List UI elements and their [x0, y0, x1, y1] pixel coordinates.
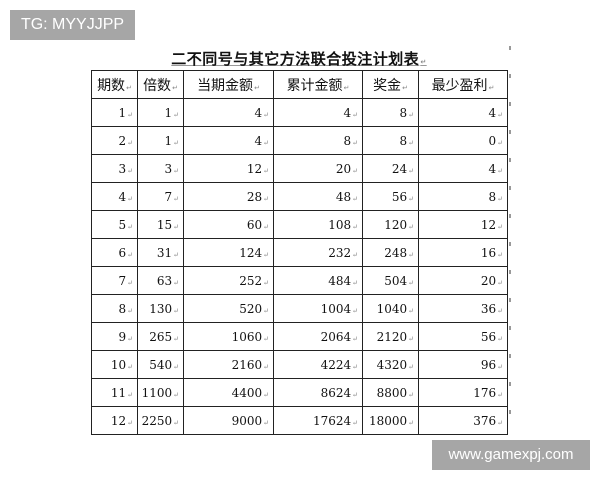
table-cell: 4 [183, 98, 274, 127]
table-cell: 8 [362, 126, 419, 155]
table-cell: 56 [362, 182, 419, 211]
table-row: 1054021604224432096 [91, 350, 508, 379]
tg-label: TG: MYYJJPP [10, 10, 135, 40]
table-row: 12225090001762418000376 [91, 406, 508, 435]
table-cell: 36 [418, 294, 508, 323]
table-cell: 4400 [183, 378, 274, 407]
table-cell: 7 [91, 266, 138, 295]
table-row: 214880 [91, 126, 508, 155]
table-row: 472848568 [91, 182, 508, 211]
table-cell: 124 [183, 238, 274, 267]
table-cell: 130 [137, 294, 184, 323]
table-cell: 4 [91, 182, 138, 211]
table-cell: 5 [91, 210, 138, 239]
table-cell: 2120 [362, 322, 419, 351]
table-cell: 4 [273, 98, 363, 127]
column-header: 最少盈利 [418, 70, 508, 99]
table-cell: 12 [91, 406, 138, 435]
document-title: 二不同号与其它方法联合投注计划表 [91, 48, 507, 69]
table-cell: 376 [418, 406, 508, 435]
table-cell: 8 [91, 294, 138, 323]
margin-marks [509, 46, 513, 438]
table-cell: 3 [137, 154, 184, 183]
table-cell: 1 [137, 98, 184, 127]
table-cell: 56 [418, 322, 508, 351]
table-cell: 120 [362, 210, 419, 239]
table-cell: 520 [183, 294, 274, 323]
table-cell: 8624 [273, 378, 363, 407]
table-header-row: 期数倍数当期金额累计金额奖金最少盈利 [91, 70, 508, 99]
table-cell: 1040 [362, 294, 419, 323]
table-cell: 18000 [362, 406, 419, 435]
table-cell: 4 [183, 126, 274, 155]
table-cell: 17624 [273, 406, 363, 435]
table-cell: 20 [418, 266, 508, 295]
table-cell: 2 [91, 126, 138, 155]
table-cell: 9000 [183, 406, 274, 435]
table-row: 926510602064212056 [91, 322, 508, 351]
table-cell: 265 [137, 322, 184, 351]
table-cell: 232 [273, 238, 363, 267]
table-cell: 252 [183, 266, 274, 295]
table-cell: 1060 [183, 322, 274, 351]
table-cell: 24 [362, 154, 419, 183]
table-cell: 15 [137, 210, 184, 239]
table-cell: 16 [418, 238, 508, 267]
table-cell: 12 [418, 210, 508, 239]
betting-plan-table: 期数倍数当期金额累计金额奖金最少盈利 114484214880331220244… [91, 70, 508, 435]
title-text: 二不同号与其它方法联合投注计划表 [171, 50, 426, 68]
table-cell: 108 [273, 210, 363, 239]
table-row: 76325248450420 [91, 266, 508, 295]
table-cell: 1004 [273, 294, 363, 323]
table-cell: 2250 [137, 406, 184, 435]
table-cell: 8800 [362, 378, 419, 407]
table-cell: 2064 [273, 322, 363, 351]
table-row: 81305201004104036 [91, 294, 508, 323]
table-cell: 11 [91, 378, 138, 407]
table-cell: 4320 [362, 350, 419, 379]
table-cell: 540 [137, 350, 184, 379]
table-cell: 9 [91, 322, 138, 351]
table-row: 331220244 [91, 154, 508, 183]
table-row: 5156010812012 [91, 210, 508, 239]
table-cell: 1100 [137, 378, 184, 407]
table-cell: 8 [362, 98, 419, 127]
table-cell: 96 [418, 350, 508, 379]
table-cell: 1 [91, 98, 138, 127]
table-row: 63112423224816 [91, 238, 508, 267]
table-cell: 4224 [273, 350, 363, 379]
table-cell: 176 [418, 378, 508, 407]
column-header: 累计金额 [273, 70, 363, 99]
table-cell: 7 [137, 182, 184, 211]
table-cell: 504 [362, 266, 419, 295]
table-cell: 6 [91, 238, 138, 267]
table-cell: 4 [418, 98, 508, 127]
table-cell: 4 [418, 154, 508, 183]
column-header: 当期金额 [183, 70, 274, 99]
table-cell: 28 [183, 182, 274, 211]
table-cell: 0 [418, 126, 508, 155]
table-cell: 20 [273, 154, 363, 183]
table-cell: 10 [91, 350, 138, 379]
table-cell: 2160 [183, 350, 274, 379]
table-cell: 63 [137, 266, 184, 295]
table-cell: 60 [183, 210, 274, 239]
table-cell: 248 [362, 238, 419, 267]
table-cell: 48 [273, 182, 363, 211]
table-cell: 8 [273, 126, 363, 155]
column-header: 奖金 [362, 70, 419, 99]
table-cell: 3 [91, 154, 138, 183]
column-header: 期数 [91, 70, 138, 99]
table-row: 111100440086248800176 [91, 378, 508, 407]
watermark: www.gamexpj.com [432, 440, 590, 470]
table-cell: 31 [137, 238, 184, 267]
column-header: 倍数 [137, 70, 184, 99]
table-cell: 1 [137, 126, 184, 155]
table-cell: 8 [418, 182, 508, 211]
table-cell: 12 [183, 154, 274, 183]
table-row: 114484 [91, 98, 508, 127]
table-cell: 484 [273, 266, 363, 295]
